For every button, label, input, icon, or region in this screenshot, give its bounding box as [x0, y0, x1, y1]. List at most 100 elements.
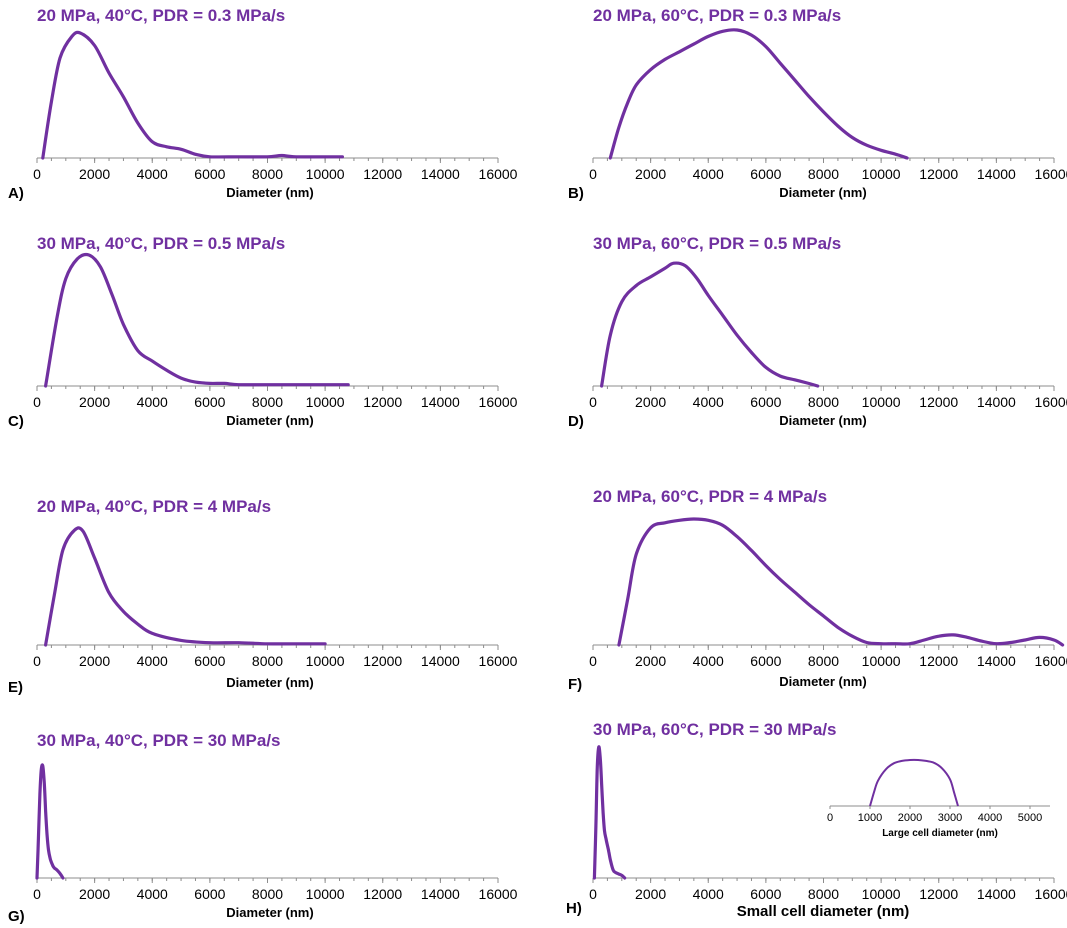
x-tick-label: 0 — [589, 886, 597, 902]
x-tick-label: 14000 — [421, 166, 460, 182]
panel-label: H) — [566, 900, 582, 917]
inset-series-line — [869, 758, 959, 807]
panel-label: B) — [568, 185, 584, 202]
inset-chart: 0 1000 2000 3000 4000 5000 Large cell diameter… — [827, 758, 1050, 839]
x-tick-label: 16000 — [479, 886, 518, 902]
x-tick-label: 10000 — [306, 886, 345, 902]
x-tick-label: 16000 — [479, 653, 518, 669]
x-axis-label: Diameter (nm) — [779, 674, 866, 689]
chart-title: 20 MPa, 60°C, PDR = 0.3 MPa/s — [593, 6, 841, 25]
x-tick-label: 14000 — [977, 166, 1016, 182]
inset-x-tick-label: 0 — [827, 812, 833, 824]
x-tick-label: 6000 — [194, 166, 225, 182]
x-tick-label: 2000 — [635, 653, 666, 669]
x-tick-label: 14000 — [421, 394, 460, 410]
x-tick-label: 16000 — [479, 394, 518, 410]
panel-label: E) — [8, 679, 23, 696]
chart-title: 30 MPa, 60°C, PDR = 0.5 MPa/s — [593, 234, 841, 253]
x-tick-label: 16000 — [479, 166, 518, 182]
x-axis-label: Small cell diameter (nm) — [737, 903, 910, 920]
inset-x-tick-label: 3000 — [938, 812, 962, 824]
x-tick-label: 10000 — [306, 394, 345, 410]
x-tick-label: 16000 — [1035, 394, 1067, 410]
x-axis-label: Diameter (nm) — [779, 413, 866, 428]
chart-title: 30 MPa, 40°C, PDR = 0.5 MPa/s — [37, 234, 285, 253]
chart-title: 20 MPa, 40°C, PDR = 0.3 MPa/s — [37, 6, 285, 25]
x-tick-label: 2000 — [635, 394, 666, 410]
panel-label: A) — [8, 185, 24, 202]
x-tick-label: 14000 — [421, 653, 460, 669]
series-line — [44, 526, 327, 647]
x-axis-label: Diameter (nm) — [226, 413, 313, 428]
series-line — [608, 28, 909, 160]
inset-x-axis-label: Large cell diameter (nm) — [882, 828, 998, 839]
series-line — [41, 30, 344, 160]
x-tick-label: 4000 — [137, 166, 168, 182]
x-tick-label: 8000 — [808, 653, 839, 669]
x-tick-label: 12000 — [919, 166, 958, 182]
x-tick-label: 14000 — [421, 886, 460, 902]
chart-title: 20 MPa, 60°C, PDR = 4 MPa/s — [593, 487, 827, 506]
x-tick-label: 6000 — [750, 394, 781, 410]
x-axis-label: Diameter (nm) — [226, 675, 313, 690]
x-tick-label: 8000 — [808, 394, 839, 410]
x-tick-label: 12000 — [363, 166, 402, 182]
x-tick-label: 12000 — [363, 653, 402, 669]
x-tick-label: 10000 — [862, 653, 901, 669]
x-tick-label: 6000 — [194, 394, 225, 410]
x-tick-label: 0 — [33, 886, 41, 902]
panel-label: F) — [568, 676, 582, 693]
chart-panel: 20 MPa, 60°C, PDR = 4 MPa/s 0 2000 4000 6000… — [568, 487, 1067, 693]
x-tick-label: 4000 — [693, 886, 724, 902]
chart-panel: 20 MPa, 40°C, PDR = 0.3 MPa/s 0 2000 4000 60… — [8, 6, 518, 202]
x-tick-label: 12000 — [363, 886, 402, 902]
series-line — [600, 261, 820, 388]
x-tick-label: 0 — [33, 166, 41, 182]
x-tick-label: 10000 — [862, 886, 901, 902]
inset-x-tick-label: 2000 — [898, 812, 922, 824]
chart-title: 30 MPa, 40°C, PDR = 30 MPa/s — [37, 731, 281, 750]
x-tick-label: 2000 — [79, 166, 110, 182]
x-tick-label: 2000 — [79, 886, 110, 902]
x-tick-label: 12000 — [919, 394, 958, 410]
x-tick-label: 16000 — [1035, 653, 1067, 669]
x-tick-label: 4000 — [693, 653, 724, 669]
x-tick-label: 10000 — [306, 166, 345, 182]
series-line — [44, 252, 350, 388]
x-tick-label: 4000 — [693, 394, 724, 410]
x-tick-label: 0 — [589, 653, 597, 669]
chart-panel: 30 MPa, 40°C, PDR = 30 MPa/s 0 2000 4000 600… — [8, 731, 518, 925]
panel-label: G) — [8, 908, 25, 925]
x-tick-label: 4000 — [137, 394, 168, 410]
x-tick-label: 0 — [33, 653, 41, 669]
x-tick-label: 16000 — [1035, 166, 1067, 182]
x-tick-label: 6000 — [750, 166, 781, 182]
x-tick-label: 0 — [33, 394, 41, 410]
chart-panel: 20 MPa, 40°C, PDR = 4 MPa/s 0 2000 4000 6000… — [8, 497, 518, 696]
x-tick-label: 2000 — [635, 886, 666, 902]
x-tick-label: 6000 — [750, 653, 781, 669]
x-tick-label: 0 — [589, 394, 597, 410]
x-tick-label: 2000 — [635, 166, 666, 182]
inset-x-tick-label: 4000 — [978, 812, 1002, 824]
chart-title: 20 MPa, 40°C, PDR = 4 MPa/s — [37, 497, 271, 516]
x-tick-label: 4000 — [693, 166, 724, 182]
series-line — [592, 745, 627, 880]
panel-label: D) — [568, 413, 584, 430]
inset-x-tick-label: 1000 — [858, 812, 882, 824]
x-tick-label: 8000 — [808, 886, 839, 902]
x-tick-label: 14000 — [977, 886, 1016, 902]
x-tick-label: 4000 — [137, 653, 168, 669]
series-line — [617, 517, 1065, 647]
x-tick-label: 14000 — [977, 653, 1016, 669]
chart-panel: 20 MPa, 60°C, PDR = 0.3 MPa/s 0 2000 4000 60… — [568, 6, 1067, 202]
x-axis-label: Diameter (nm) — [226, 185, 313, 200]
x-tick-label: 2000 — [79, 653, 110, 669]
x-tick-label: 8000 — [252, 886, 283, 902]
panel-label: C) — [8, 413, 24, 430]
x-tick-label: 10000 — [862, 394, 901, 410]
series-line — [35, 763, 65, 880]
x-tick-label: 2000 — [79, 394, 110, 410]
chart-panel: 30 MPa, 40°C, PDR = 0.5 MPa/s 0 2000 4000 60… — [8, 234, 518, 430]
